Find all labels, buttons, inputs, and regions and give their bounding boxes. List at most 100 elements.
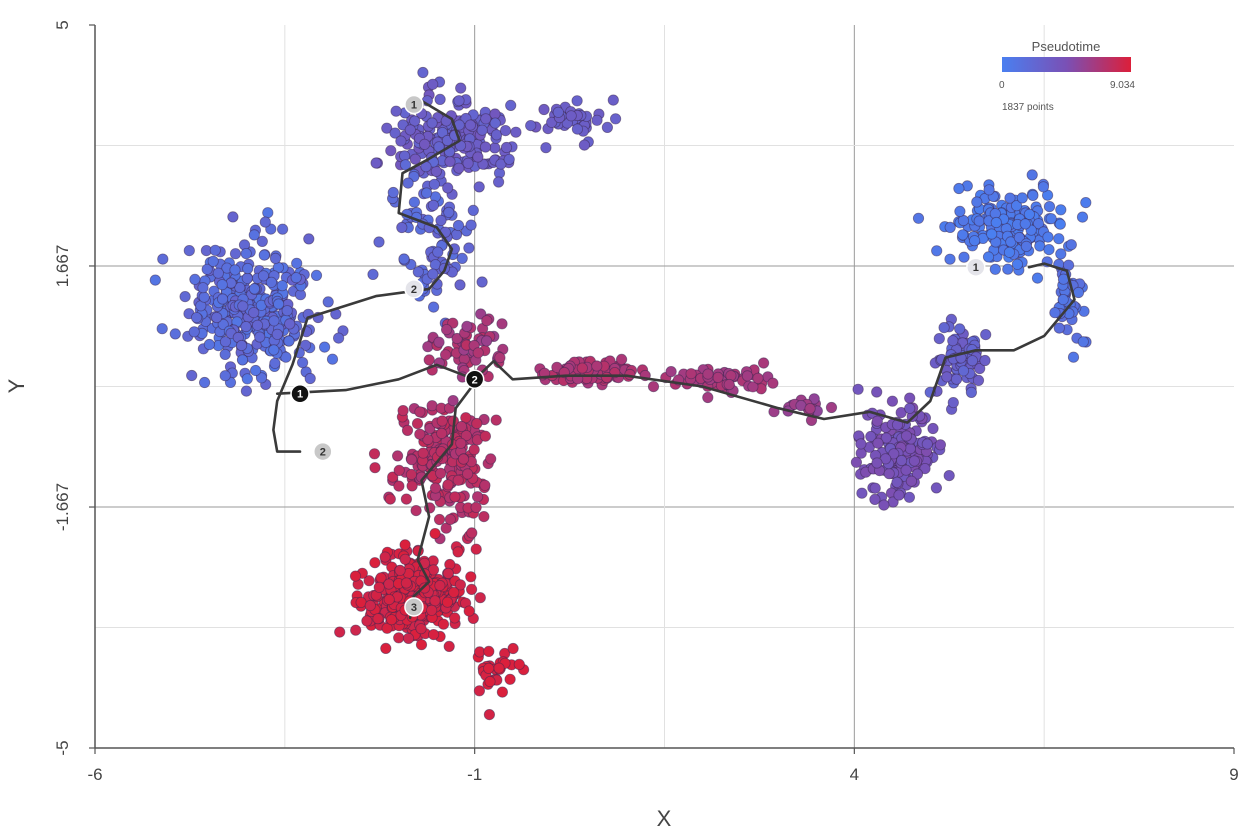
data-point [423, 354, 435, 366]
data-point [259, 216, 271, 228]
data-point [276, 280, 288, 292]
data-point [455, 437, 467, 449]
trajectory-nodes: 1 2 1 2 2 3 1 [290, 94, 986, 617]
data-point [399, 159, 412, 171]
axes: -6 -1 4 9 5 1.667 -1.667 -5 [53, 20, 1239, 784]
data-point [483, 645, 495, 658]
data-point [433, 513, 446, 526]
data-point [1002, 263, 1014, 275]
data-point [250, 364, 262, 377]
data-point [441, 596, 454, 608]
data-point [417, 66, 429, 79]
data-point [240, 320, 252, 333]
data-point [476, 276, 488, 288]
data-point [156, 323, 168, 335]
trajectory-path [408, 381, 476, 620]
data-point [463, 605, 475, 617]
data-point [461, 468, 474, 480]
data-point [591, 360, 603, 372]
data-point [448, 586, 460, 599]
data-point [1057, 293, 1069, 306]
data-point [381, 122, 393, 134]
data-point [415, 623, 427, 635]
data-point [429, 527, 441, 540]
data-point [869, 493, 881, 505]
data-point [1026, 169, 1038, 181]
data-point [322, 296, 334, 308]
data-point [452, 219, 465, 232]
data-point [290, 272, 302, 284]
data-point [326, 353, 339, 365]
data-point [369, 462, 381, 474]
data-point [904, 392, 916, 404]
data-point [757, 357, 770, 369]
data-point [179, 290, 191, 303]
data-point [982, 251, 995, 263]
data-point [989, 263, 1001, 275]
data-point [268, 344, 280, 356]
data-point [479, 430, 491, 442]
data-point [1019, 218, 1031, 230]
data-point [281, 305, 293, 317]
data-point [415, 639, 428, 651]
data-point [402, 177, 414, 189]
data-point [453, 95, 465, 107]
data-point [393, 480, 405, 492]
data-point [464, 119, 476, 131]
data-point [702, 368, 714, 380]
data-point [398, 253, 410, 265]
data-point [904, 443, 916, 455]
data-point [938, 321, 950, 334]
data-point [1043, 201, 1056, 213]
data-point [1013, 231, 1025, 244]
data-point [500, 141, 513, 154]
data-point [473, 685, 485, 697]
data-point [367, 268, 379, 280]
data-point [489, 117, 501, 129]
data-point [900, 464, 912, 476]
data-point [435, 214, 447, 226]
data-point [265, 276, 277, 288]
data-point [418, 138, 431, 150]
data-point [1037, 181, 1050, 193]
data-point [895, 454, 908, 467]
data-point [886, 395, 899, 407]
data-point [373, 236, 385, 248]
data-point [429, 595, 441, 607]
data-point [871, 415, 883, 427]
data-point [472, 347, 484, 359]
data-point [1049, 307, 1061, 319]
data-point [414, 428, 426, 440]
data-point [865, 430, 877, 443]
data-point [489, 142, 501, 154]
data-point [422, 341, 434, 353]
data-point [878, 499, 890, 511]
data-point [310, 269, 323, 281]
data-point [601, 371, 613, 383]
data-point [911, 468, 924, 480]
data-point [422, 433, 434, 446]
data-point [908, 455, 921, 467]
data-point [391, 450, 404, 462]
data-point [462, 157, 474, 169]
data-point [591, 114, 603, 126]
data-point [930, 482, 943, 494]
data-point [972, 374, 985, 386]
data-point [1011, 258, 1024, 270]
data-point [893, 489, 905, 501]
data-point [450, 229, 463, 241]
data-point [1032, 218, 1045, 230]
colorbar-gradient [1002, 57, 1131, 72]
data-point [369, 557, 381, 569]
data-point [436, 126, 449, 139]
data-point [466, 527, 478, 539]
data-point [504, 673, 516, 685]
colorbar-min-label: 0 [999, 80, 1005, 91]
trajectory-node-label: 2 [320, 447, 326, 459]
data-point [1055, 204, 1067, 216]
data-point [393, 632, 405, 644]
data-point [571, 123, 584, 135]
data-point [191, 311, 203, 324]
x-axis-title: X [657, 806, 672, 831]
data-point [496, 686, 508, 698]
